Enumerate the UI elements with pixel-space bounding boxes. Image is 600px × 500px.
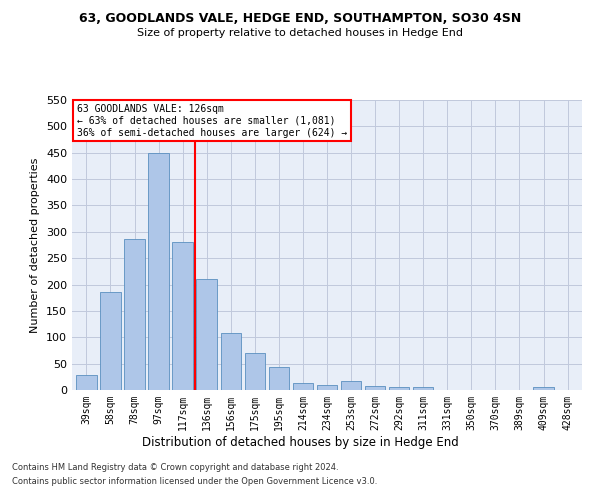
Bar [76, 375, 97, 390]
Bar [196, 280, 217, 390]
Bar [293, 383, 313, 390]
Text: Contains public sector information licensed under the Open Government Licence v3: Contains public sector information licen… [12, 477, 377, 486]
Bar [341, 380, 361, 390]
Y-axis label: Number of detached properties: Number of detached properties [31, 158, 40, 332]
Bar [389, 388, 409, 390]
Bar [245, 353, 265, 390]
Bar [269, 367, 289, 390]
Text: 63 GOODLANDS VALE: 126sqm
← 63% of detached houses are smaller (1,081)
36% of se: 63 GOODLANDS VALE: 126sqm ← 63% of detac… [77, 104, 347, 138]
Bar [124, 239, 145, 390]
Text: Distribution of detached houses by size in Hedge End: Distribution of detached houses by size … [142, 436, 458, 449]
Bar [533, 388, 554, 390]
Bar [413, 388, 433, 390]
Bar [148, 152, 169, 390]
Bar [365, 386, 385, 390]
Text: 63, GOODLANDS VALE, HEDGE END, SOUTHAMPTON, SO30 4SN: 63, GOODLANDS VALE, HEDGE END, SOUTHAMPT… [79, 12, 521, 26]
Text: Contains HM Land Registry data © Crown copyright and database right 2024.: Contains HM Land Registry data © Crown c… [12, 464, 338, 472]
Bar [100, 292, 121, 390]
Text: Size of property relative to detached houses in Hedge End: Size of property relative to detached ho… [137, 28, 463, 38]
Bar [221, 333, 241, 390]
Bar [317, 384, 337, 390]
Bar [172, 242, 193, 390]
